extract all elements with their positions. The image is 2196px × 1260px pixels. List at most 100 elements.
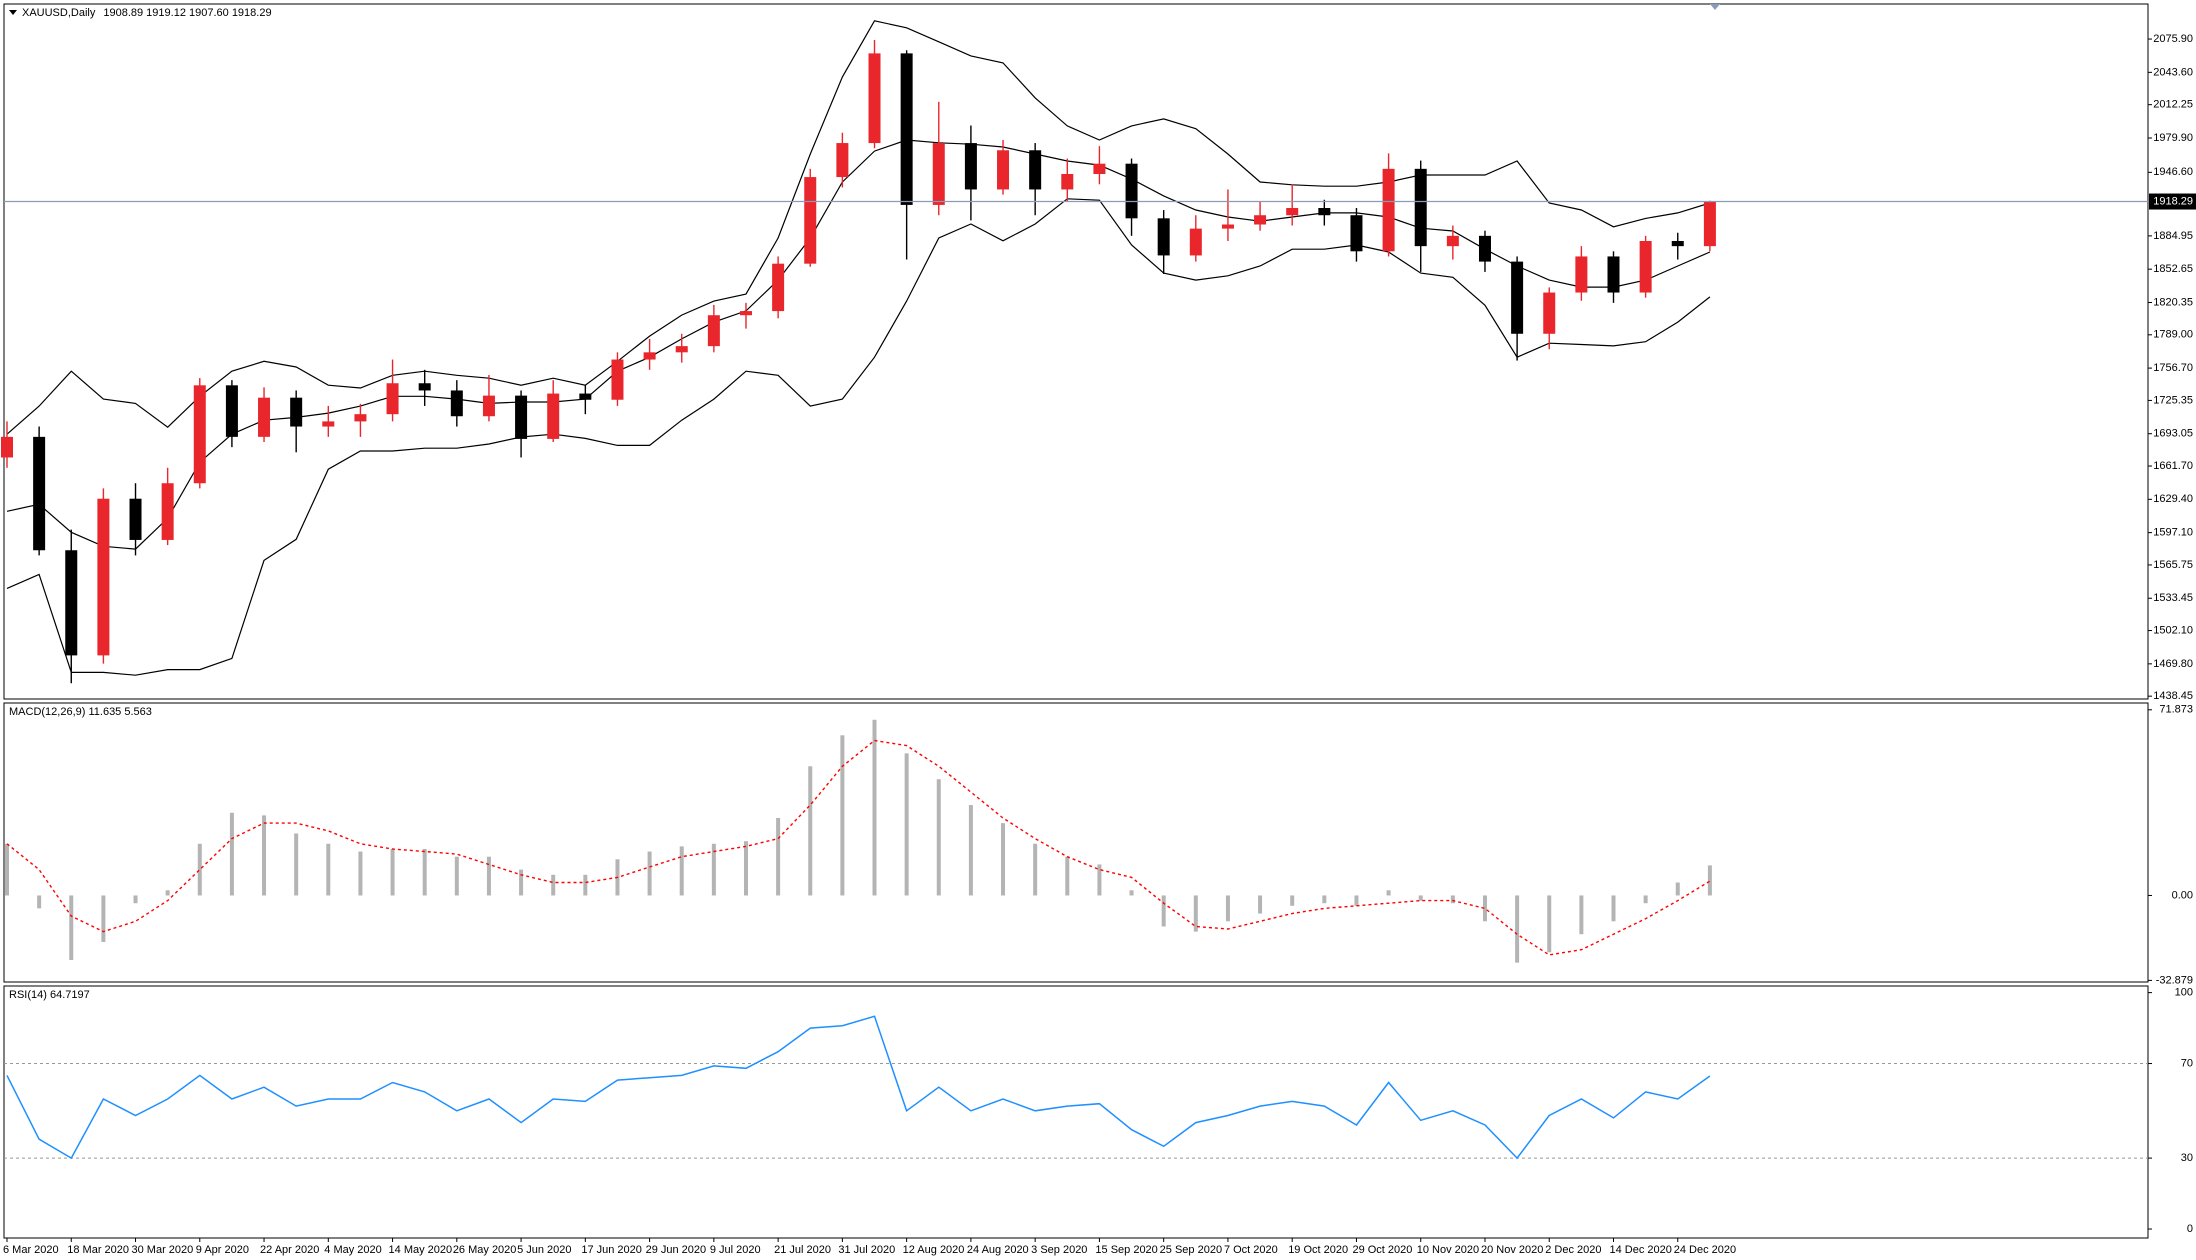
candle-body: [1157, 218, 1170, 256]
candle-body: [1029, 150, 1042, 190]
y-tick-label: 1693.05: [2153, 428, 2193, 440]
price-info: 1908.89 1919.12 1907.60 1918.29: [103, 7, 271, 19]
candle-body: [1607, 256, 1620, 293]
macd-bar: [1707, 865, 1712, 896]
candle-body: [418, 383, 431, 391]
candle-body: [1254, 215, 1267, 225]
x-tick-label: 21 Jul 2020: [774, 1244, 831, 1256]
candle-body: [1671, 240, 1684, 247]
x-tick-label: 29 Jun 2020: [646, 1244, 707, 1256]
y-tick-label: 1565.75: [2153, 559, 2193, 571]
y-tick-label: 1852.65: [2153, 263, 2193, 275]
y-tick-label: 1979.90: [2153, 132, 2193, 144]
macd-bar: [422, 848, 427, 896]
y-tick-label: 0: [2187, 1223, 2193, 1235]
macd-bar: [1450, 895, 1455, 904]
macd-bar: [165, 890, 170, 896]
candle-body: [1575, 256, 1588, 293]
y-tick-label: 30: [2181, 1152, 2193, 1164]
y-tick-label: 0.00: [2172, 889, 2193, 901]
candle-body: [515, 395, 528, 439]
x-tick-label: 17 Jun 2020: [581, 1244, 642, 1256]
macd-bar: [936, 779, 941, 896]
x-tick-label: 9 Apr 2020: [196, 1244, 249, 1256]
y-tick-label: 1661.70: [2153, 460, 2193, 472]
macd-bar: [1258, 895, 1263, 914]
x-tick-label: 19 Oct 2020: [1288, 1244, 1348, 1256]
macd-bar: [1225, 895, 1230, 922]
rsi-panel-frame: [3, 985, 2149, 1239]
candle-body: [1350, 215, 1363, 252]
macd-bar: [1161, 895, 1166, 927]
candle-body: [225, 385, 238, 437]
y-tick-label: 71.873: [2159, 704, 2193, 716]
x-tick-label: 15 Sep 2020: [1095, 1244, 1157, 1256]
candle-body: [129, 498, 142, 540]
candle-body: [964, 143, 977, 190]
y-tick-label: 1438.45: [2153, 690, 2193, 702]
x-tick-label: 7 Oct 2020: [1224, 1244, 1278, 1256]
macd-bar: [1675, 882, 1680, 896]
macd-bar: [1193, 895, 1198, 932]
candle-body: [1639, 240, 1652, 293]
macd-bar: [1547, 895, 1552, 953]
macd-bar: [1033, 843, 1038, 896]
candle-body: [161, 483, 174, 540]
candle-body: [932, 143, 945, 205]
shift-marker: [1710, 4, 1720, 10]
macd-bar: [1290, 895, 1295, 906]
x-tick-label: 12 Aug 2020: [903, 1244, 965, 1256]
x-tick-label: 25 Sep 2020: [1160, 1244, 1222, 1256]
candle-body: [1, 436, 13, 458]
rsi-title: RSI(14) 64.7197: [9, 989, 90, 1001]
y-tick-label: 1789.00: [2153, 329, 2193, 341]
x-tick-label: 3 Sep 2020: [1031, 1244, 1087, 1256]
y-tick-label: 1756.70: [2153, 362, 2193, 374]
candle-body: [1511, 261, 1524, 334]
macd-bar: [679, 846, 684, 896]
macd-bar: [1097, 864, 1102, 896]
candle-body: [836, 143, 849, 178]
candle-body: [804, 177, 817, 264]
x-tick-label: 20 Nov 2020: [1481, 1244, 1543, 1256]
y-tick-label: 1725.35: [2153, 394, 2193, 406]
candle-body: [354, 414, 367, 422]
candle-body: [900, 53, 913, 205]
candle-body: [322, 421, 335, 427]
macd-bar: [776, 817, 781, 896]
macd-bar: [1515, 895, 1520, 963]
x-tick-label: 22 Apr 2020: [260, 1244, 319, 1256]
macd-bar: [808, 766, 813, 896]
macd-bar: [133, 895, 138, 904]
candle-body: [290, 397, 303, 427]
y-tick-label: 2075.90: [2153, 33, 2193, 45]
y-tick-label: 1820.35: [2153, 296, 2193, 308]
price-title: XAUUSD,Daily: [22, 7, 96, 19]
candle-body: [1446, 235, 1459, 247]
x-tick-label: 5 Jun 2020: [517, 1244, 571, 1256]
x-tick-label: 26 May 2020: [453, 1244, 517, 1256]
y-tick-label: 2012.25: [2153, 99, 2193, 111]
y-tick-label: 1469.80: [2153, 658, 2193, 670]
macd-bar: [1065, 856, 1070, 896]
bollinger-lower: [6, 198, 1711, 676]
macd-bar: [262, 815, 267, 896]
x-tick-label: 31 Jul 2020: [838, 1244, 895, 1256]
x-tick-label: 30 Mar 2020: [132, 1244, 194, 1256]
y-tick-label: 1533.45: [2153, 592, 2193, 604]
candle-body: [1318, 208, 1331, 216]
y-tick-label: 1597.10: [2153, 527, 2193, 539]
x-tick-label: 9 Jul 2020: [710, 1244, 761, 1256]
candle-body: [33, 436, 46, 551]
x-tick-label: 24 Aug 2020: [967, 1244, 1029, 1256]
macd-bar: [1322, 895, 1327, 904]
macd-bar: [904, 753, 909, 896]
macd-bar: [390, 848, 395, 896]
y-tick-label: 1502.10: [2153, 624, 2193, 636]
candle-body: [1478, 235, 1491, 262]
candle-body: [579, 393, 592, 400]
candle-body: [1125, 163, 1138, 219]
macd-panel-frame: [3, 702, 2149, 983]
